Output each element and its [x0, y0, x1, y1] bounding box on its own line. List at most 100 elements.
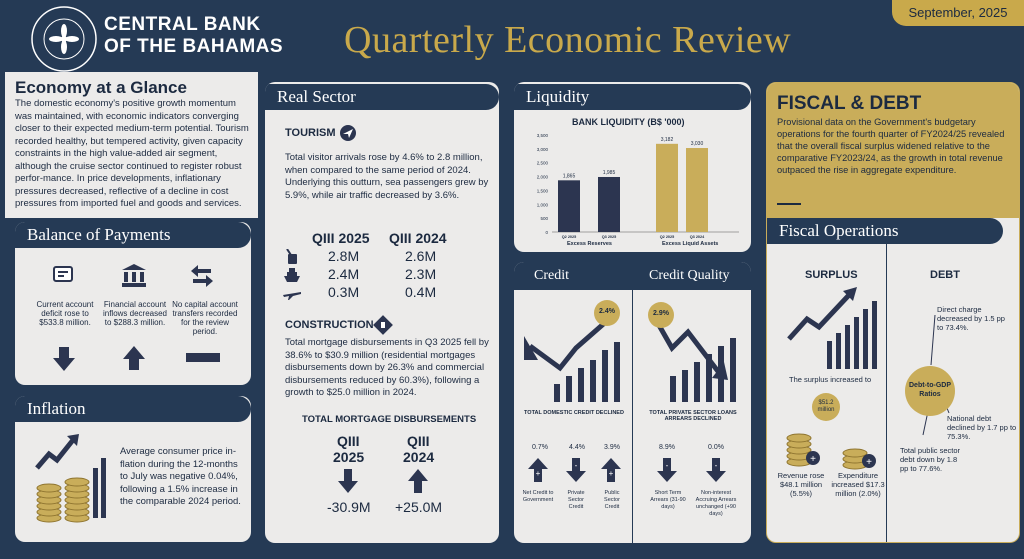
credit-quality-decline-chart-icon [642, 314, 742, 409]
credit-item1-label: Net Credit to Government [522, 490, 554, 503]
mortgage-q1-label1: QIII [337, 433, 360, 449]
credit-badge: 2.4% [594, 300, 620, 326]
airplane-icon [283, 287, 301, 305]
credit-divider [632, 262, 633, 543]
construction-body: Total mortgage disbursements in Q3 2025 … [285, 337, 489, 398]
debt-title: DEBT [930, 269, 960, 281]
debt-public-text: Total public sector debt down by 1.8 pp … [900, 446, 961, 473]
credit-item1-up-arrow-icon: + [528, 458, 548, 487]
construction-badge-icon [373, 315, 393, 340]
tourism-row3-v1: 0.3M [328, 284, 360, 300]
bop-item-2-text: Financial account inflows decreased to $… [102, 300, 168, 327]
credit-quality-title: Credit Quality [649, 268, 730, 283]
surplus-value-badge: $51.2 million [812, 393, 840, 421]
credit-quality-badge: 2.9% [648, 302, 674, 328]
fiscal-panel: FISCAL & DEBT Provisional data on the Go… [766, 82, 1020, 543]
bank-name-line2: OF THE BAHAMAS [104, 36, 284, 57]
bop-item-3-text: No capital account transfers recorded fo… [172, 300, 238, 336]
invoice-icon [52, 264, 76, 291]
y-tick-label: 1,500 [537, 188, 549, 193]
bar-2 [656, 143, 678, 232]
cq-item2-down-arrow-icon: - [706, 458, 726, 487]
fiscal-divider [777, 203, 801, 205]
surplus-text: The surplus increased to [789, 375, 872, 384]
debt-national-text: National debt declined by 1.7 pp to 75.3… [947, 414, 1017, 441]
credit-panel: Credit Credit Quality 2.4% TOTAL DOMESTI… [514, 262, 751, 543]
inflation-body: Average consumer price in-flation during… [120, 446, 241, 507]
group-label-liquid: Excess Liquid Assets [662, 241, 719, 247]
category-label: Q2 2025 [660, 235, 675, 239]
credit-decline-chart-icon [524, 314, 624, 409]
page-title: Quarterly Economic Review [344, 19, 792, 61]
credit-badge-text: 2.4% [599, 308, 615, 315]
mortgage-q2-label2: 2024 [403, 449, 435, 465]
credit-item2-label: Private Sector Credit [567, 490, 585, 510]
bank-name-line1: CENTRAL BANK [104, 14, 261, 35]
liquidity-title: Liquidity [514, 84, 751, 110]
cq-item1-down-arrow-icon: - [657, 458, 677, 487]
y-tick-label: 2,000 [537, 175, 549, 180]
mortgage-q1-down-arrow-icon [338, 469, 358, 498]
mortgage-title: TOTAL MORTGAGE DISBURSEMENTS [302, 414, 477, 425]
surplus-value: $51.2 million [817, 400, 835, 413]
svg-text:-: - [666, 461, 669, 470]
debt-ratio-text: Debt-to-GDP Ratios [909, 382, 951, 398]
liquidity-bar-chart: 0 500 1,000 1,500 2,000 2,500 3,000 3,500 1,865 Q… [537, 133, 739, 239]
mortgage-q1-value: -30.9M [327, 499, 371, 515]
tourism-row2-v2: 2.3M [405, 266, 437, 282]
y-tick-label: 0 [545, 230, 548, 235]
svg-text:+: + [536, 469, 541, 478]
credit-item1-pct: 0.7% [532, 444, 548, 451]
fiscal-body: Provisional data on the Government's bud… [777, 117, 1005, 175]
surplus-growth-chart-icon [785, 283, 879, 376]
cq-item1-label: Short Term Arrears (31-90 days) [650, 490, 686, 510]
glance-body: The domestic economy's positive growth m… [15, 98, 249, 209]
tourism-body: Total visitor arrivals rose by 4.6% to 2… [285, 152, 489, 201]
svg-text:+: + [810, 454, 816, 465]
cq-item2-label: Non-interest Accruing Arrears unchanged … [695, 490, 737, 517]
arrow-up-icon [123, 346, 145, 375]
svg-text:-: - [575, 461, 578, 470]
credit-label: TOTAL DOMESTIC CREDIT DECLINED [524, 410, 624, 416]
liquidity-panel: Liquidity BANK LIQUIDITY (B$ '000) 0 500 1… [514, 82, 751, 252]
y-tick-label: 3,000 [537, 147, 549, 152]
credit-item3-up-arrow-icon: + [601, 458, 621, 487]
real-sector-panel: Real Sector TOURISM Total visitor arriva… [265, 82, 499, 543]
mortgage-q2-value: +25.0M [395, 499, 443, 515]
credit-item3-label: Public Sector Credit [604, 490, 620, 510]
credit-item3-pct: 3.9% [604, 444, 620, 451]
bar-value-label: 1,985 [603, 170, 616, 176]
credit-title: Credit [534, 268, 569, 283]
real-sector-title: Real Sector [265, 84, 499, 110]
bar-1 [598, 176, 620, 232]
surplus-title: SURPLUS [805, 269, 858, 281]
credit-quality-badge-text: 2.9% [653, 310, 669, 317]
bar-0 [558, 180, 580, 232]
construction-title: CONSTRUCTION [285, 319, 374, 331]
tourism-row2-v1: 2.4M [328, 266, 360, 282]
y-tick-label: 2,500 [537, 161, 549, 166]
mortgage-q2-label1: QIII [407, 433, 430, 449]
date-badge: September, 2025 [892, 0, 1024, 26]
tourism-col2-header: QIII 2024 [389, 230, 447, 246]
bop-title: Balance of Payments [15, 222, 251, 248]
glance-panel: Economy at a Glance The domestic economy… [5, 72, 258, 218]
cq-item2-pct: 0.0% [708, 444, 724, 451]
svg-text:+: + [866, 457, 872, 468]
credit-quality-label: TOTAL PRIVATE SECTOR LOANS ARREARS DECLI… [649, 410, 737, 422]
transfer-arrows-icon [191, 265, 213, 292]
mortgage-q1-label2: 2025 [333, 449, 365, 465]
bar-3 [686, 148, 708, 232]
category-label: Q3 2024 [690, 235, 705, 239]
bar-value-label: 3,182 [661, 137, 674, 143]
svg-text:+: + [609, 469, 614, 478]
plane-badge-icon [340, 125, 356, 146]
inflation-title: Inflation [15, 396, 251, 422]
category-label: Q2 2025 [562, 235, 577, 239]
y-tick-label: 3,500 [537, 133, 549, 138]
group-label-reserves: Excess Reserves [567, 241, 612, 247]
expenditure-text: Expenditure increased $17.3 million (2.0… [831, 471, 885, 498]
tourism-title: TOURISM [285, 127, 336, 139]
debt-ratio-badge: Debt-to-GDP Ratios [905, 366, 955, 416]
chart-title: BANK LIQUIDITY (B$ '000) [572, 117, 685, 127]
